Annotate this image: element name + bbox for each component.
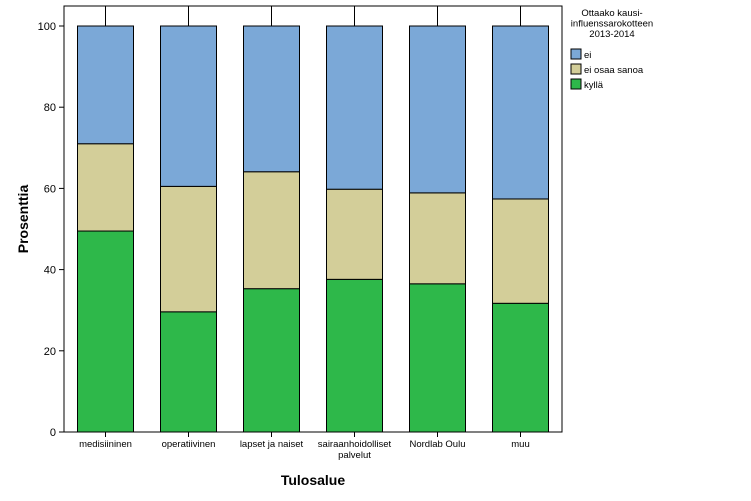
bar-segment (160, 311, 217, 433)
legend-title: Ottaako kausi- (581, 8, 642, 19)
bar-segment (326, 25, 383, 190)
legend-swatch (570, 63, 582, 75)
y-tick-label: 20 (44, 346, 56, 358)
bar-segment (492, 25, 549, 200)
x-tick-label: medisiininen (79, 439, 132, 450)
bars-group (77, 25, 549, 433)
y-tick-label: 40 (44, 265, 56, 277)
y-tick-label: 60 (44, 183, 56, 195)
x-axis: medisiininen operatiivinen lapset ja naise… (79, 6, 530, 461)
legend-swatch (570, 78, 582, 90)
bar-segment (160, 185, 217, 313)
x-tick-label: operatiivinen (162, 439, 216, 450)
bar-segment (492, 302, 549, 433)
x-tick-label: sairaanhoidolliset (318, 439, 392, 450)
y-axis-title: Prosenttia (15, 185, 31, 254)
bar-segment (326, 188, 383, 280)
bar-segment (243, 25, 300, 173)
y-tick-label: 100 (38, 21, 56, 33)
y-tick-label: 80 (44, 102, 56, 114)
x-tick-label: palvelut (338, 450, 371, 461)
x-axis-title: Tulosalue (281, 472, 346, 488)
bar-segment (243, 288, 300, 433)
legend-title: 2013-2014 (589, 29, 634, 40)
legend-label: kyllä (584, 80, 604, 91)
bar-segment (409, 192, 466, 285)
legend-swatch (570, 48, 582, 60)
bar-segment (160, 25, 217, 187)
bar-segment (492, 198, 549, 304)
plot-frame (63, 5, 563, 433)
legend-label: ei (584, 50, 591, 61)
x-tick-label: Nordlab Oulu (410, 439, 466, 450)
legend: Ottaako kausi-influenssarokotteen2013-20… (570, 8, 653, 91)
x-tick-label: lapset ja naiset (240, 439, 304, 450)
bar-segment (243, 171, 300, 290)
y-tick-label: 0 (50, 427, 56, 439)
bar-segment (77, 25, 134, 145)
bar-segment (326, 278, 383, 433)
bar-segment (77, 230, 134, 433)
bar-segment (409, 25, 466, 194)
y-axis: 0 20 40 60 80 100 (38, 21, 64, 439)
bar-segment (77, 143, 134, 232)
x-tick-label: muu (511, 439, 529, 450)
legend-label: ei osaa sanoa (584, 65, 644, 76)
legend-title: influenssarokotteen (571, 19, 653, 30)
bar-segment (409, 283, 466, 433)
